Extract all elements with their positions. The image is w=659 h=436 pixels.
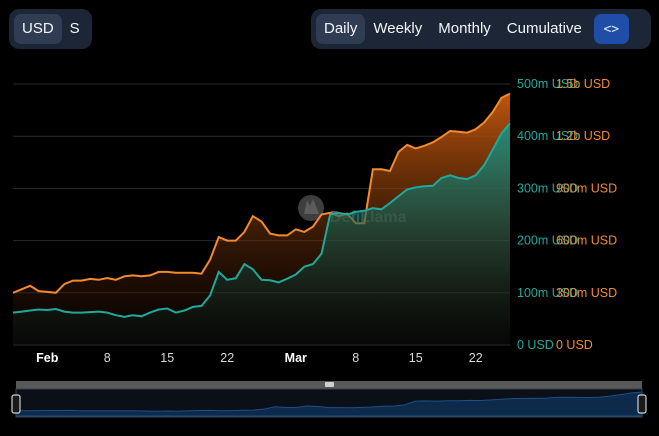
y-tick-label: 0 USD (517, 338, 554, 352)
x-tick-label: 15 (160, 351, 174, 365)
period-button-monthly[interactable]: Monthly (438, 20, 491, 37)
y-tick-label: 200m USD (517, 234, 578, 248)
period-button-weekly[interactable]: Weekly (373, 20, 423, 37)
x-tick-label: Mar (285, 351, 307, 365)
zoom-handle-right[interactable] (637, 394, 647, 414)
y-tick-label: 600m USD (556, 234, 617, 248)
x-axis: Feb 8 15 22 Mar 8 15 22 (36, 351, 483, 365)
x-tick-label: 15 (409, 351, 423, 365)
x-tick-label: 22 (469, 351, 483, 365)
series-layer (12, 92, 511, 345)
series-line-1 (12, 122, 511, 318)
x-tick-label: 8 (352, 351, 359, 365)
series-line-0 (12, 92, 511, 294)
x-tick-label: Feb (36, 351, 59, 365)
zoom-preview-line (15, 391, 643, 417)
currency-toggle: USD S (9, 9, 92, 49)
x-tick-label: 22 (220, 351, 234, 365)
y-tick-label: 0 USD (556, 338, 593, 352)
period-button-cumulative[interactable]: Cumulative (506, 20, 582, 37)
y-tick-label: 900m USD (556, 181, 617, 195)
y-tick-label: 300m USD (517, 181, 578, 195)
zoom-slider[interactable] (11, 381, 647, 418)
y-tick-label: 1.2b USD (556, 129, 610, 143)
y-axes: 0 USD 100m USD 200m USD 300m USD 400m USD 500… (517, 77, 617, 352)
currency-button-usd[interactable]: USD (14, 14, 62, 44)
zoom-handle-left[interactable] (11, 394, 21, 414)
period-toggle: Daily Weekly Monthly Cumulative <> (311, 9, 651, 49)
x-tick-label: 8 (104, 351, 111, 365)
y-tick-label: 300m USD (556, 286, 617, 300)
code-brackets-icon[interactable]: <> (593, 14, 629, 44)
y-tick-label: 1.5b USD (556, 77, 610, 91)
y-tick-label: 400m USD (517, 129, 578, 143)
series-area-1 (13, 123, 510, 345)
currency-button-s[interactable]: S (69, 20, 80, 37)
y-tick-label: 500m USD (517, 77, 578, 91)
y-tick-label: 100m USD (517, 286, 578, 300)
zoom-slider-grip-icon[interactable] (325, 382, 334, 387)
period-button-daily[interactable]: Daily (316, 14, 366, 44)
